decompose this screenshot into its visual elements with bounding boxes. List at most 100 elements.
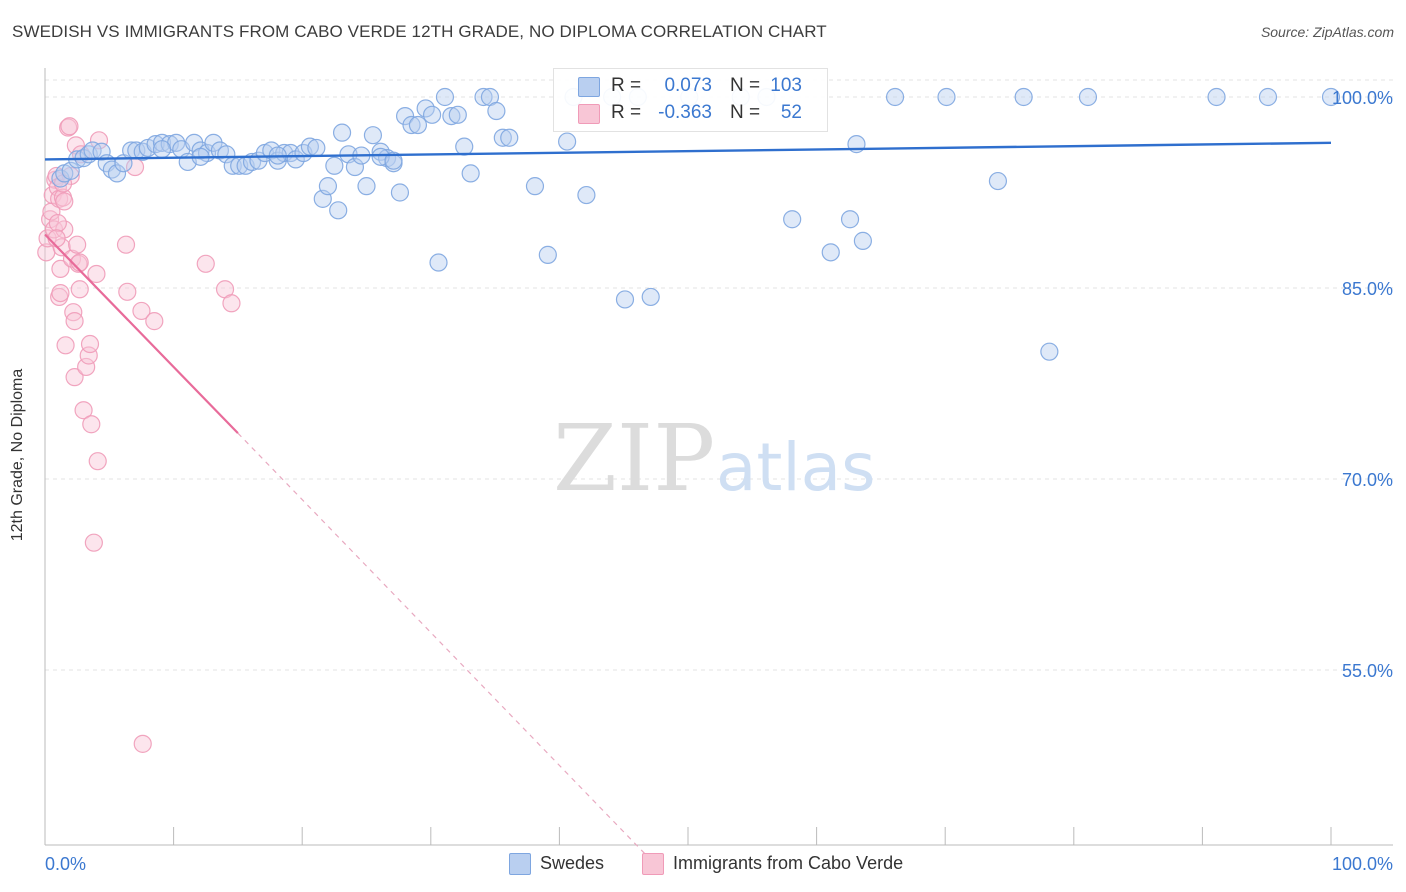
cabo-verde-point: [60, 117, 79, 136]
legend-row-swedes: R = 0.073 N = 103: [554, 74, 827, 100]
swedes-point: [988, 171, 1008, 191]
cabo-verde-point: [88, 452, 107, 471]
swedes-point: [408, 115, 428, 135]
swedes-point: [422, 105, 442, 124]
cabo-verde-point: [89, 131, 109, 150]
swedes-point: [885, 87, 905, 107]
swedes-point: [641, 287, 660, 307]
r-label: R =: [611, 75, 642, 96]
swedes-legend-swatch: [509, 853, 531, 875]
swedes-point: [1207, 87, 1226, 107]
swedes-point: [783, 210, 802, 229]
r-label: R =: [611, 102, 642, 123]
swedes-point: [402, 115, 421, 135]
swedes-point: [448, 105, 467, 124]
cabo-verde-point: [65, 312, 84, 331]
x-tick-label-max: 100.0%: [1332, 854, 1393, 874]
y-tick-label: 55.0%: [1342, 661, 1393, 681]
swedes-r-value: 0.073: [664, 75, 712, 96]
cabo-verde-legend-label: Immigrants from Cabo Verde: [673, 853, 904, 873]
swedes-point: [217, 145, 236, 164]
cabo-verde-point: [222, 294, 241, 313]
cabo-verde-point: [70, 253, 89, 272]
swedes-trend-line: [44, 141, 1332, 161]
cabo-verde-legend-swatch: [642, 853, 664, 875]
cabo-verde-point: [116, 235, 136, 254]
cabo-verde-point: [145, 312, 164, 331]
swedes-n-value: 103: [770, 75, 802, 96]
cabo-verde-point: [196, 254, 215, 273]
swedes-point: [357, 177, 376, 196]
swedes-point: [204, 133, 223, 152]
cabo-verde-point: [52, 238, 71, 257]
swedes-point: [332, 123, 352, 142]
correlation-legend: R = 0.073 N = 103 R = -0.363 N = 52: [553, 68, 828, 132]
watermark-zip: ZIP: [553, 405, 715, 512]
swedes-point: [363, 126, 383, 145]
swedes-point: [152, 140, 172, 159]
cabo-verde-point: [84, 533, 103, 552]
cabo-verde-point: [77, 357, 96, 377]
swedes-point: [1258, 87, 1278, 107]
cabo-verde-point: [132, 301, 151, 321]
swedes-point: [500, 128, 519, 147]
swedes-point: [577, 185, 596, 205]
cabo-verde-point: [68, 235, 87, 254]
cabo-verde-point: [70, 280, 89, 299]
cabo-verde-point: [59, 118, 78, 137]
swedes-point: [329, 201, 348, 220]
swedes-point: [461, 164, 480, 183]
cabo-verde-r-value: -0.363: [658, 102, 712, 123]
swedes-point: [853, 231, 872, 250]
swedes-point: [345, 157, 365, 177]
cabo-verde-swatch: [578, 104, 600, 124]
swedes-point: [390, 183, 410, 202]
cabo-verde-point: [74, 401, 93, 420]
swedes-point: [318, 177, 338, 196]
y-tick-label: 85.0%: [1342, 279, 1393, 299]
watermark-atlas: atlas: [716, 429, 876, 506]
cabo-verde-point: [51, 283, 70, 303]
n-label: N =: [730, 102, 761, 123]
cabo-verde-point: [82, 415, 101, 434]
cabo-verde-point: [133, 734, 152, 753]
series-swedes-points: [51, 87, 1341, 361]
cabo-verde-point: [118, 282, 137, 301]
swedes-point: [455, 137, 474, 156]
cabo-verde-point: [80, 334, 100, 354]
legend-row-cabo-verde: R = -0.363 N = 52: [554, 101, 827, 127]
cabo-verde-point: [65, 368, 84, 387]
swedes-point: [1040, 342, 1059, 361]
cabo-verde-point: [87, 264, 106, 284]
swedes-point: [937, 87, 956, 107]
swedes-point: [307, 138, 326, 158]
swedes-point: [525, 177, 545, 196]
swedes-point: [92, 142, 111, 161]
tick-labels: 55.0% 70.0% 85.0% 100.0% 0.0% 100.0%: [45, 88, 1393, 874]
source-label: Source: ZipAtlas.com: [1260, 24, 1394, 40]
swedes-point: [442, 106, 461, 126]
swedes-point: [1014, 87, 1033, 107]
swedes-point: [474, 87, 493, 107]
cabo-verde-n-value: 52: [780, 102, 802, 123]
y-tick-label: 70.0%: [1342, 470, 1393, 490]
cabo-verde-trend-extension: [237, 432, 650, 859]
watermark: ZIP atlas: [553, 405, 876, 512]
cabo-verde-point: [55, 192, 74, 211]
y-tick-label: 100.0%: [1332, 88, 1393, 108]
swedes-swatch: [578, 77, 600, 97]
swedes-point: [558, 132, 577, 151]
cabo-verde-point: [51, 259, 70, 278]
cabo-verde-point: [48, 213, 67, 233]
swedes-point: [840, 210, 860, 229]
swedes-point: [538, 245, 557, 264]
swedes-point: [107, 164, 127, 183]
swedes-point: [325, 156, 344, 175]
swedes-point: [152, 133, 172, 152]
chart-title: SWEDISH VS IMMIGRANTS FROM CABO VERDE 12…: [12, 22, 827, 41]
swedes-point: [435, 87, 455, 107]
swedes-point: [615, 290, 635, 309]
swedes-point: [821, 243, 840, 262]
swedes-point: [395, 106, 415, 126]
